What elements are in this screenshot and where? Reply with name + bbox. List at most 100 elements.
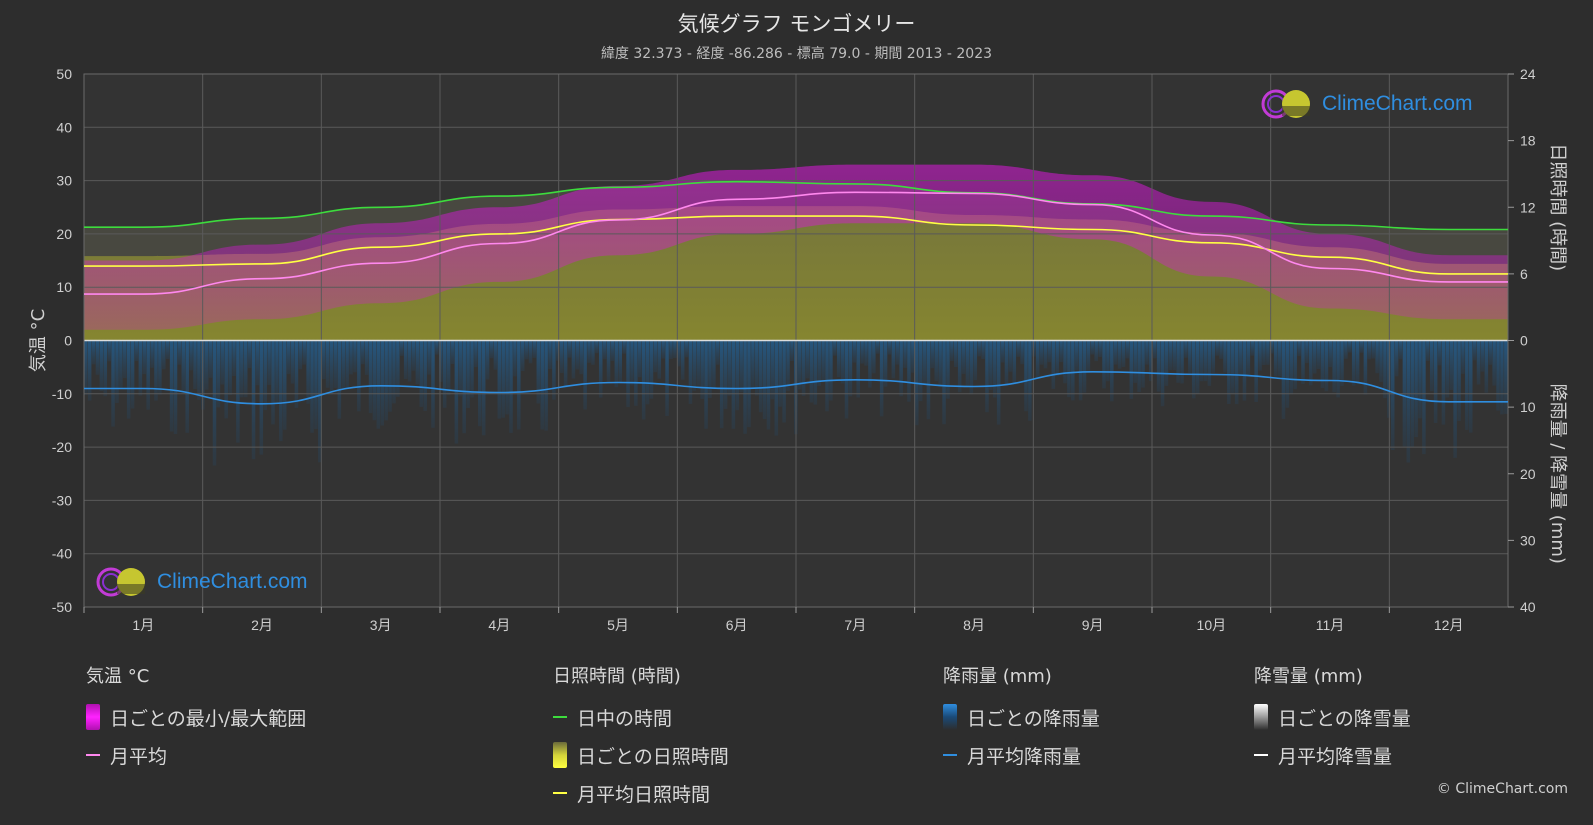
x-tick-label: 8月 [963,617,985,633]
daily-rain-bar [286,340,291,375]
daily-rain-bar [786,340,790,391]
y-right-top-tick-label: 6 [1520,266,1528,282]
daily-rain-bar [134,340,139,362]
daily-rain-bar [520,340,525,371]
daily-rain-bar [1238,340,1243,377]
climechart-logo-icon [96,567,145,597]
daily-rain-bar [1164,340,1169,386]
daily-rain-bar [626,340,630,408]
temperature-mean-line [84,191,1508,295]
daily-rain-bar [1320,340,1325,388]
legend-item: 月平均降雪量 [1254,736,1411,774]
y-right-top-axis-title: 日照時間 (時間) [1547,143,1568,271]
daily-rain-bar [704,340,708,429]
daily-rain-bar [1016,340,1020,357]
daily-rain-bar [981,340,985,359]
daily-rain-bar [899,340,903,397]
legend-item: 日ごとの日照時間 [553,736,729,774]
daily-rain-bar [790,340,794,361]
daily-rain-bar [111,340,115,427]
daily-rain-bar [1211,340,1216,373]
daily-rain-bar [532,340,537,358]
legend-item: 月平均降雨量 [943,736,1100,774]
legend-label: 月平均降雪量 [1278,745,1393,768]
snow-swatch [1254,704,1268,730]
daily-rain-bar [528,340,533,364]
daily-rain-bar [1465,340,1469,430]
y-left-axis-title: 気温 °C [28,309,49,372]
daily-rain-bar [1383,340,1387,399]
daily-rain-bar [162,340,166,370]
x-tick-label: 11月 [1316,617,1345,633]
daily-rain-bar [1180,340,1184,384]
daily-rain-bar [325,340,330,388]
daily-rain-bar [1145,340,1149,365]
daily-rain-bar [349,340,353,375]
daily-rain-bar [1336,340,1340,398]
daily-rain-bar [1008,340,1013,372]
daily-rain-bar [1156,340,1161,392]
daily-rain-bar [684,340,689,358]
daily-rain-bar [275,340,279,403]
daily-rain-bar [591,340,595,365]
daily-rain-bar [1141,340,1145,388]
sunshine-mean-swatch [553,792,567,794]
daily-rain-bar [376,340,381,429]
daily-rain-bar [911,340,915,373]
y-right-bottom-tick-label: 20 [1520,466,1536,482]
daily-rain-bar [259,340,264,455]
daily-rain-bar [606,340,611,382]
daily-rain-bar [1004,340,1009,386]
daily-rain-bar [1098,340,1102,357]
daily-rain-bar [1488,340,1492,365]
daily-rain-bar [138,340,143,396]
daily-rain-bar [563,340,568,388]
climechart-logo-icon [1261,89,1310,119]
y-left-tick-label: -30 [52,492,72,508]
daily-rain-bar [1441,340,1446,425]
daily-rain-bar [1363,340,1368,395]
y-left-tick-label: -50 [52,599,72,615]
daily-rain-bar [204,340,209,390]
daily-rain-bar [969,340,974,395]
daily-rain-bar [255,340,260,386]
daily-rain-bar [825,340,829,412]
daily-rain-bar [1024,340,1028,412]
daily-rain-bar [567,340,572,358]
legend-heading: 降雪量 (mm) [1254,666,1363,687]
daily-rain-bar [368,340,373,414]
daily-rain-bar [875,340,880,354]
legend-group-sunshine: 日照時間 (時間) 日中の時間 日ごとの日照時間 月平均日照時間 [553,662,729,812]
daily-rain-bar [719,340,724,429]
daily-rain-bar [696,340,701,386]
daily-rain-bar [1055,340,1059,377]
daily-rain-bar [817,340,821,386]
daily-rain-bar [942,340,946,425]
daily-rain-bar [489,340,494,359]
daily-rain-bar [540,340,544,430]
daily-rain-bar [797,340,802,390]
daily-rain-bar [341,340,345,389]
daily-rain-bar [454,340,459,444]
temp-range-swatch [86,704,100,730]
logo-bottom[interactable]: ClimeChart.com [95,566,308,598]
daily-rain-bar [1082,340,1087,393]
daily-rain-bar [115,340,119,403]
daily-rain-bar [1429,340,1434,392]
daily-rain-bar [1371,340,1375,359]
daily-rain-bar [872,340,876,374]
daily-rain-bar [930,340,935,369]
daily-rain-bar [965,340,970,386]
daily-rain-bar [384,340,388,421]
logo-top[interactable]: ClimeChart.com [1260,88,1473,120]
daily-rain-bar [559,340,564,373]
daily-rain-bar [954,340,958,367]
daily-rain-bar [216,340,221,408]
y-left-tick-label: 50 [56,66,72,82]
daily-rain-bar [805,340,810,379]
daily-rain-bar [450,340,455,364]
daily-rain-bar [154,340,158,401]
daily-rain-bar [575,340,580,370]
daily-rain-bar [1231,340,1235,395]
copyright[interactable]: © ClimeChart.com [1436,781,1568,797]
